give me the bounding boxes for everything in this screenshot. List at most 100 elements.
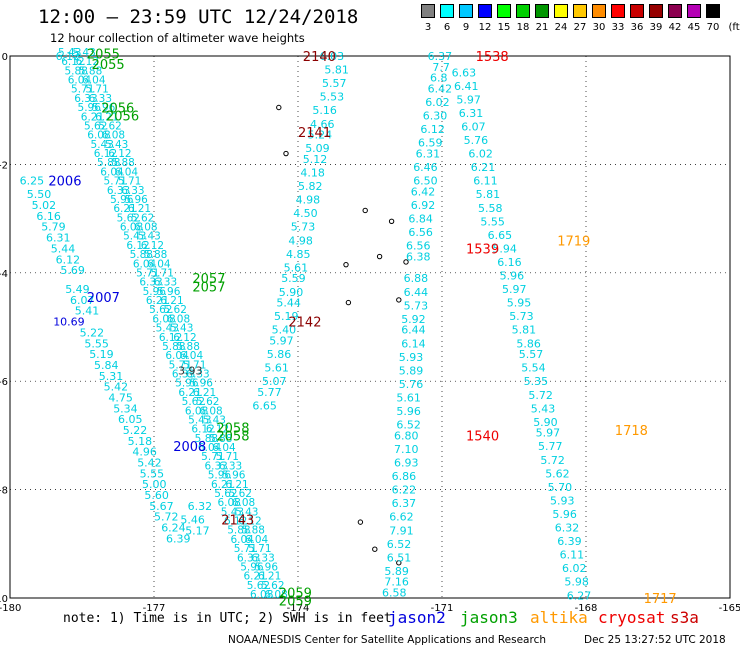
wave-height-value: 6.24 [161,522,186,535]
dense-value-label: 5.71 [169,359,192,371]
dense-value-label: 5.43 [137,231,160,243]
legend-swatch [535,4,549,18]
wave-height-value: 6.31 [459,107,484,120]
track-number-label: 2008 [173,440,206,455]
legend-label: 42 [668,22,682,33]
wave-height-value: 6.86 [392,470,417,483]
wave-height-value: 5.44 [51,242,76,255]
wave-height-value: 5.82 [298,180,323,193]
track-number-label: 1718 [615,424,648,439]
dense-value-label: 6.21 [193,387,216,399]
wave-height-value: 5.76 [464,134,489,147]
wave-height-value: 6.39 [166,532,191,545]
wave-height-value: 5.19 [274,310,299,323]
wave-height-value: 5.34 [113,402,138,415]
wave-height-value: 6.59 [418,137,443,150]
wave-height-value: 6.12 [56,253,81,266]
wave-height-value: 6.11 [473,175,498,188]
wave-height-value: 5.69 [60,264,85,277]
dense-value-label: 6.33 [89,93,112,105]
wave-height-value: 5.76 [399,378,424,391]
dense-value-label: 5.43 [203,414,226,426]
dense-value-tracks: 5.436.125.886.045.716.335.966.215.626.08… [58,47,288,601]
track-number-label: 2055 [92,58,125,73]
dense-value-label: 6.33 [204,460,227,472]
dense-value-label: 6.33 [74,93,97,105]
wave-height-value: 5.50 [27,188,52,201]
dense-value-label: 6.08 [102,130,125,142]
wave-height-value: 5.41 [75,305,100,318]
island-marker [357,519,364,525]
dense-value-label: 5.88 [79,65,102,77]
wave-height-value: 5.58 [478,202,503,215]
satellite-label-jason2: jason2 [388,608,446,627]
wave-height-value: 5.93 [399,351,424,364]
wave-height-value: 5.31 [99,370,124,383]
wave-height-value: 5.09 [305,142,330,155]
dense-value-label: 6.21 [243,571,266,583]
dense-value-label: 5.62 [98,120,121,132]
dense-value-label: 6.33 [154,277,177,289]
dense-value-label: 6.33 [251,552,274,564]
dense-value-label: 6.08 [134,222,157,234]
dense-value-label: 6.04 [133,258,157,270]
wave-height-value: 5.90 [533,416,558,429]
legend-label: 36 [630,22,644,33]
wave-height-value: 5.53 [320,91,345,104]
page-title: 12:00 – 23:59 UTC 12/24/2018 [38,6,359,28]
legend-swatch [706,4,720,18]
legend-label: 70 [706,22,720,33]
credit-line: NOAA/NESDIS Center for Satellite Applica… [228,634,546,646]
legend-swatch [573,4,587,18]
dense-value-label: 5.71 [234,543,257,555]
dense-value-label: 6.04 [198,442,222,454]
dense-value-label: 5.96 [255,561,279,573]
wave-height-value: 4.18 [300,167,325,180]
wave-height-value: 5.73 [291,221,316,234]
dense-value-label: 5.96 [78,102,102,114]
wave-height-value: 5.44 [276,297,301,310]
wave-height-value: 4.85 [286,248,311,261]
track-number-label: 2058 [216,421,249,436]
wave-height-value: 6.16 [497,256,522,269]
wave-height-value: 5.81 [476,188,501,201]
dense-value-label: 5.96 [143,286,167,298]
wave-height-value: 7.16 [384,576,409,589]
wave-height-value: 5.81 [324,64,349,77]
island-marker [388,218,395,225]
x-tick-label: -177 [143,603,166,614]
island-marker [343,261,349,268]
dense-value-label: 6.04 [115,166,139,178]
dense-value-label: 6.08 [87,130,110,142]
dense-value-label: 5.88 [177,341,200,353]
dense-value-label: 5.43 [123,231,146,243]
wave-height-value: 5.81 [512,324,536,337]
wave-height-value: 4.96 [132,446,157,459]
x-tick-label: -168 [575,603,598,614]
dense-value-label: 5.88 [162,341,185,353]
wave-height-value: 6.02 [468,148,493,161]
track-number-label: 2141 [298,126,331,141]
wave-height-value: 5.16 [312,104,337,117]
legend-label: 12 [478,22,492,33]
wave-height-value: 6.65 [252,400,277,413]
wave-height-value: 5.89 [384,565,409,578]
wave-height-value: 5.18 [128,435,153,448]
wave-height-value: 6.21 [471,161,496,174]
track-number-label: 1717 [644,592,677,607]
wave-height-value: 5.24 [308,129,333,142]
dense-value-label: 5.96 [110,194,134,206]
wave-height-value: 5.19 [89,348,114,361]
dense-value-label: 5.96 [175,378,199,390]
dense-value-label: 6.33 [107,185,130,197]
dense-value-label: 5.88 [130,249,153,261]
wave-height-value: 5.61 [264,362,289,375]
wave-height-value: 7.7 [432,61,450,74]
track-number-label: 1540 [466,429,499,444]
wave-height-value: 4.98 [288,234,313,247]
track-number-label: 1719 [557,234,590,249]
x-tick-label: -165 [719,603,740,614]
dense-value-label: 6.08 [199,405,222,417]
